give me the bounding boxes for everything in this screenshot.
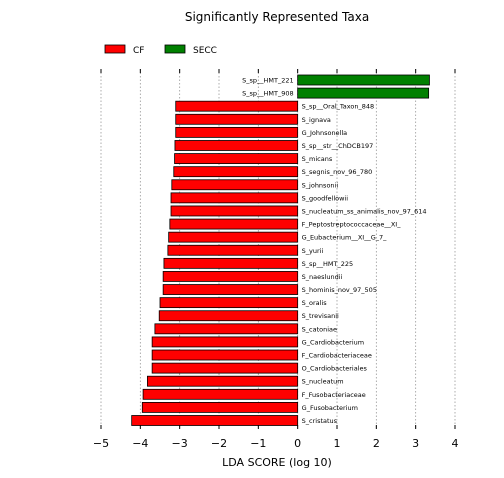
x-tick-label: 3 xyxy=(412,437,419,450)
bar xyxy=(297,74,430,86)
bar-label: G_Cardiobacterium xyxy=(302,338,364,346)
bar-label: S_catoniae xyxy=(302,325,337,333)
bar-label: S_segnis_nov_96_780 xyxy=(302,168,373,176)
x-tick-label: −5 xyxy=(93,437,109,450)
bar xyxy=(141,402,299,413)
bar xyxy=(173,166,299,178)
bar xyxy=(171,179,299,191)
bar xyxy=(158,310,299,322)
bar xyxy=(154,323,299,335)
bar-label: S_micans xyxy=(302,155,333,163)
bar-label: S_johnsonii xyxy=(302,181,339,189)
bar xyxy=(174,140,299,151)
x-tick-label: 2 xyxy=(373,437,380,450)
x-tick-label: −4 xyxy=(132,437,148,450)
bar xyxy=(175,113,299,125)
bar-labels: S_sp__HMT_221 S_sp__HMT_908 S_sp__Oral_Tax… xyxy=(242,77,426,426)
bar xyxy=(151,336,299,348)
x-tick-label: 1 xyxy=(334,437,341,450)
bar-label: S_sp__HMT_225 xyxy=(302,260,354,268)
x-axis: −5 −4 −3 −2 −1 0 1 2 3 4 xyxy=(93,69,459,450)
bar-label: S_nucleatum xyxy=(302,378,344,386)
x-tick-label: −2 xyxy=(211,437,227,450)
bar-label: S_goodfellowii xyxy=(302,194,349,202)
bar xyxy=(167,244,299,256)
bars xyxy=(131,74,430,426)
bar-label: S_cristatus xyxy=(302,417,338,425)
chart-title: Significantly Represented Taxa xyxy=(185,10,369,24)
legend: CF SECC xyxy=(104,44,217,56)
legend-swatch-cf xyxy=(104,44,126,54)
bar xyxy=(174,153,299,164)
x-tick-label: −3 xyxy=(172,437,188,450)
bar-label: G_Eubacterium__XI__G_7_ xyxy=(302,234,387,242)
bar xyxy=(170,205,299,217)
bar xyxy=(162,284,299,295)
bar-label: F_Peptostreptococcaceae__XI_ xyxy=(302,221,402,229)
bar-label: G_Fusobacterium xyxy=(302,404,358,412)
bar-label: S_sp__str__ChDCB197 xyxy=(302,142,374,150)
bar-label: S_hominis_nov_97_505 xyxy=(302,286,377,294)
bar-label: S_ignava xyxy=(302,116,331,124)
bar-label: S_sp__HMT_221 xyxy=(242,77,294,85)
bar xyxy=(297,87,430,99)
bar-label: S_trevisanii xyxy=(302,312,339,320)
legend-label-cf: CF xyxy=(133,46,144,56)
bar xyxy=(163,257,299,269)
bar xyxy=(131,415,299,426)
x-tick-label: 0 xyxy=(294,437,301,450)
bar xyxy=(162,271,299,282)
bar-label: S_nucleatum_ss_animalis_nov_97_614 xyxy=(302,207,427,215)
bar xyxy=(142,388,299,400)
bar-label: S_sp__Oral_Taxon_848 xyxy=(302,103,375,111)
bar-label: F_Cardiobacteriaceae xyxy=(302,352,372,360)
bar xyxy=(151,349,299,361)
bar xyxy=(151,362,299,374)
bar xyxy=(147,375,299,387)
bar-label: G_Johnsonella xyxy=(302,129,348,137)
bar-label: S_naeslundii xyxy=(302,273,343,281)
legend-label-secc: SECC xyxy=(193,46,217,56)
x-tick-label: 4 xyxy=(452,437,459,450)
bar xyxy=(175,100,299,112)
bar-label: S_oralis xyxy=(302,299,328,307)
legend-swatch-secc xyxy=(164,44,186,54)
bar-label: O_Cardiobacteriales xyxy=(302,365,368,373)
bar-label: S_yurii xyxy=(302,247,324,255)
bar xyxy=(175,126,299,138)
bar-label: S_sp__HMT_908 xyxy=(242,90,294,98)
bar xyxy=(159,297,299,309)
bar xyxy=(170,192,299,204)
x-tick-label: −1 xyxy=(250,437,266,450)
bar xyxy=(168,231,299,243)
bar xyxy=(169,218,299,230)
x-axis-label: LDA SCORE (log 10) xyxy=(222,456,332,469)
bar-label: F_Fusobacteriaceae xyxy=(302,391,366,399)
